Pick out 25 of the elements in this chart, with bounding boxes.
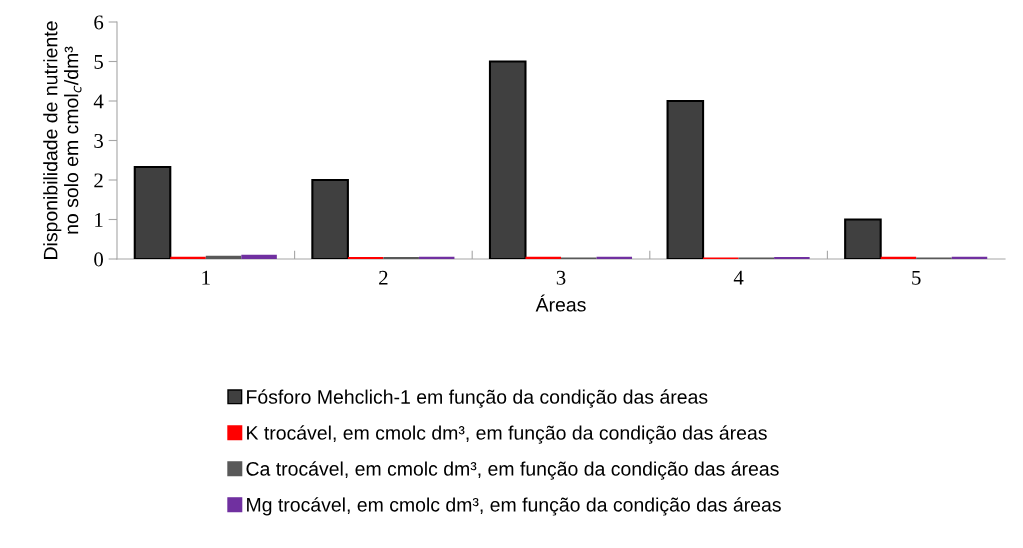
legend-label: Mg trocável, em cmolc dm³, em função da condição das áreas <box>247 497 781 516</box>
bar <box>844 218 882 259</box>
bar <box>241 254 277 259</box>
x-tick-label: 3 <box>556 270 566 285</box>
legend-label: Ca trocável, em cmolc dm³, em função da condição das áreas <box>246 461 779 480</box>
y-tick-label: 3 <box>94 133 103 148</box>
bar <box>311 178 349 259</box>
bar <box>488 60 527 259</box>
y-axis-title: Disponibilidade de nutriente no solo em cmol$_{c}$/dm³ <box>43 21 82 259</box>
bar <box>205 255 242 259</box>
y-tick-label: 6 <box>94 15 104 30</box>
bar <box>666 99 705 259</box>
x-tick-label: 2 <box>379 270 388 285</box>
x-tick-label: 4 <box>733 270 744 285</box>
y-tick-label: 1 <box>95 212 103 227</box>
x-tick-label: 5 <box>912 270 921 285</box>
y-tick-label: 2 <box>94 173 103 188</box>
y-tick-label: 0 <box>94 252 104 267</box>
legend-label: K trocável, em cmolc dm³, em função da condição das áreas <box>247 425 767 444</box>
y-tick-label: 5 <box>94 55 103 69</box>
x-tick-label: 1 <box>202 270 210 285</box>
y-tick-label: 4 <box>93 94 104 109</box>
bar <box>133 165 172 259</box>
x-axis-title: Áreas <box>535 294 586 312</box>
legend-label: Fósforo Mehclich-1 em função da condição das áreas <box>247 389 708 408</box>
